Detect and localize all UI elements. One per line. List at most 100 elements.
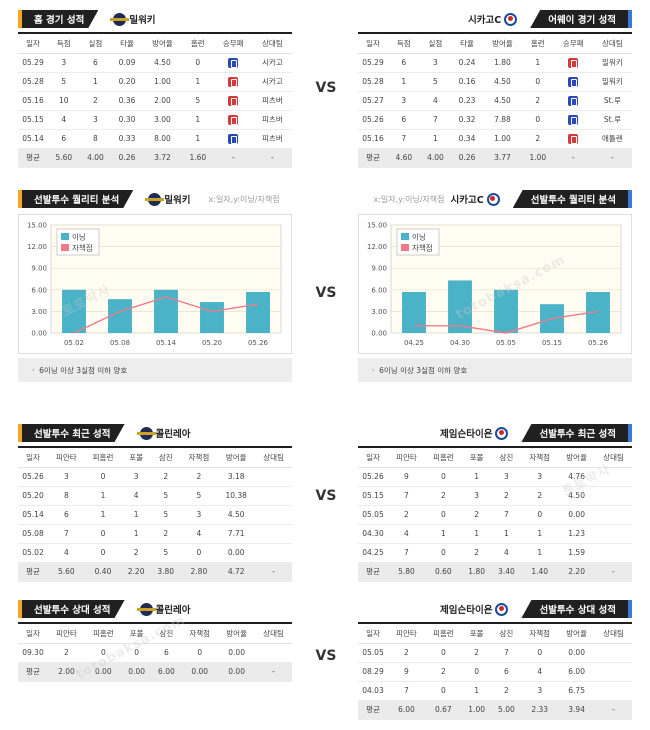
x-tick-label: 04.25: [404, 339, 424, 347]
bar-innings: [62, 289, 86, 333]
table-cell: 0: [522, 110, 554, 130]
result-cell: [213, 53, 253, 73]
left-recent-title-tab: 선발투수 최근 성적: [18, 424, 125, 442]
column-header: 승무패: [213, 34, 253, 54]
table-cell: 0: [180, 543, 218, 563]
legend-label-innings: 이닝: [72, 232, 86, 242]
average-cell: 4.72: [217, 562, 256, 582]
average-cell: 1.60: [182, 148, 214, 168]
result-cell: [553, 72, 593, 92]
right-quality-header: x:일자,y:이닝/자책점 시카고C 선발투수 퀄리티 분석: [358, 188, 632, 210]
win-badge-icon: [228, 76, 239, 87]
column-header: 일자: [358, 624, 388, 644]
column-header: 상대팀: [255, 448, 292, 468]
table-cell: 3: [491, 467, 522, 487]
table-cell: 6: [388, 53, 420, 73]
x-tick-label: 05.08: [110, 339, 130, 347]
legend-label-earned-runs: 자책점: [412, 243, 433, 253]
table-row: 05.26 9 0 1 3 3 4.76: [358, 467, 632, 487]
table-cell: 9: [388, 662, 425, 682]
average-cell: -: [592, 148, 632, 168]
left-quality-footer: · 6이닝 이상 3실점 이하 양호: [18, 358, 292, 382]
table-cell: 3: [419, 53, 452, 73]
table-cell: 05.26: [18, 467, 48, 487]
table-row: 05.16 10 2 0.36 2.00 5 피츠버: [18, 91, 292, 111]
table-row: 05.28 5 1 0.20 1.00 1 시카고: [18, 72, 292, 92]
table-header-row: 일자 피안타 피홈런 포볼 삼진 자책점 방어율 상대팀: [358, 624, 632, 644]
column-header: 득점: [388, 34, 420, 54]
right-opponent-panel: 제임슨타이욘 선발투수 상대 성적 일자 피안타 피홈런 포볼 삼진 자책점 방어율 상대팀 0…: [358, 598, 632, 720]
left-opponent-panel: 선발투수 상대 성적 콜린레아 일자 피안타 피홈런 포볼 삼진 자책점 방어율 상대팀 09.…: [18, 598, 292, 682]
average-cell: 5.60: [48, 148, 80, 168]
table-cell: 1: [182, 129, 214, 149]
average-cell: 2.20: [558, 562, 596, 582]
x-tick-label: 04.30: [450, 339, 470, 347]
table-cell: 0: [521, 643, 559, 663]
left-quality-panel: 선발투수 퀄리티 분석 밀워키 x:일자,y:이닝/자책점 0.00 3.00 6.…: [18, 188, 292, 382]
table-cell: 0.00: [558, 505, 596, 525]
table-header-row: 일자 득점 실점 타율 방어율 홈런 승무패 상대팀: [358, 34, 632, 54]
table-cell: [595, 467, 632, 487]
table-header-row: 일자 피안타 피홈런 포볼 삼진 자책점 방어율 상대팀: [358, 448, 632, 468]
right-quality-title: 선발투수 퀄리티 분석: [530, 195, 616, 206]
average-cell: 평균: [18, 662, 48, 682]
average-row: 평균 2.00 0.00 0.00 6.00 0.00 0.00-: [18, 662, 292, 682]
column-header: 포볼: [121, 624, 152, 644]
left-recent-pitcher: 콜린레아: [136, 426, 191, 440]
table-cell: 2: [522, 91, 554, 111]
average-cell: 0.60: [424, 562, 462, 582]
table-cell: 6: [79, 53, 112, 73]
table-cell: 05.15: [18, 110, 48, 130]
table-cell: 5: [150, 505, 181, 525]
table-cell: 1: [461, 467, 492, 487]
table-cell: 05.29: [358, 53, 388, 73]
win-badge-icon: [228, 114, 239, 125]
vs-label-4: VS: [315, 648, 337, 664]
away-team-name: 시카고C: [468, 15, 502, 26]
column-header: 자책점: [180, 448, 218, 468]
table-cell: 0: [84, 467, 122, 487]
table-cell: 04.25: [358, 543, 388, 563]
table-row: 04.30 4 1 1 1 1 1.23: [358, 524, 632, 544]
table-cell: 2: [150, 467, 181, 487]
table-cell: 2: [388, 505, 425, 525]
table-cell: 05.14: [18, 505, 48, 525]
table-cell: 05.29: [18, 53, 48, 73]
result-cell: [553, 53, 593, 73]
win-badge-icon: [568, 57, 579, 68]
column-header: 상대팀: [595, 624, 632, 644]
table-cell: 05.16: [18, 91, 48, 111]
left-opponent-table: 일자 피안타 피홈런 포볼 삼진 자책점 방어율 상대팀 09.30 2 0 0 6 0 0.00 평균 2.0…: [18, 624, 292, 682]
average-row: 평균 5.60 4.00 0.26 3.72 1.60- -: [18, 148, 292, 168]
table-cell: 05.08: [18, 524, 48, 544]
average-cell: 2.20: [121, 562, 151, 582]
table-cell: 8: [79, 129, 112, 149]
table-cell: 3: [121, 467, 151, 487]
right-recent-pitcher: 제임슨타이욘: [440, 426, 511, 440]
average-cell: 1.40: [521, 562, 559, 582]
left-quality-header: 선발투수 퀄리티 분석 밀워키 x:일자,y:이닝/자책점: [18, 188, 292, 210]
column-header: 삼진: [151, 624, 182, 644]
table-row: 09.30 2 0 0 6 0 0.00: [18, 643, 292, 663]
table-cell: 1: [424, 524, 462, 544]
table-cell: 1.59: [558, 543, 596, 563]
average-cell: 5.00: [491, 700, 522, 720]
left-recent-table: 일자 피안타 피홈런 포볼 삼진 자책점 방어율 상대팀 05.26 3 0 3 2 2 3.18 05.20…: [18, 448, 292, 582]
left-quality-chart-svg: 0.00 3.00 6.00 9.00 12.00 15.00 05.02 05.08 05.1…: [27, 222, 282, 347]
average-cell: -: [255, 562, 292, 582]
table-cell: 8.00: [142, 129, 182, 149]
x-tick-label: 05.14: [156, 339, 177, 347]
column-header: 홈런: [522, 34, 554, 54]
column-header: 피홈런: [84, 448, 122, 468]
table-cell: 6: [491, 662, 522, 682]
legend-swatch-earned-runs: [61, 244, 69, 251]
table-cell: 05.20: [18, 486, 48, 506]
table-cell: 04.30: [358, 524, 388, 544]
table-cell: 4: [48, 110, 80, 130]
table-row: 05.14 6 8 0.33 8.00 1 피츠버: [18, 129, 292, 149]
average-cell: 0.26: [111, 148, 143, 168]
table-cell: 7: [388, 543, 425, 563]
table-cell: 05.14: [18, 129, 48, 149]
right-quality-title-tab: 선발투수 퀄리티 분석: [512, 190, 632, 208]
column-header: 득점: [48, 34, 80, 54]
